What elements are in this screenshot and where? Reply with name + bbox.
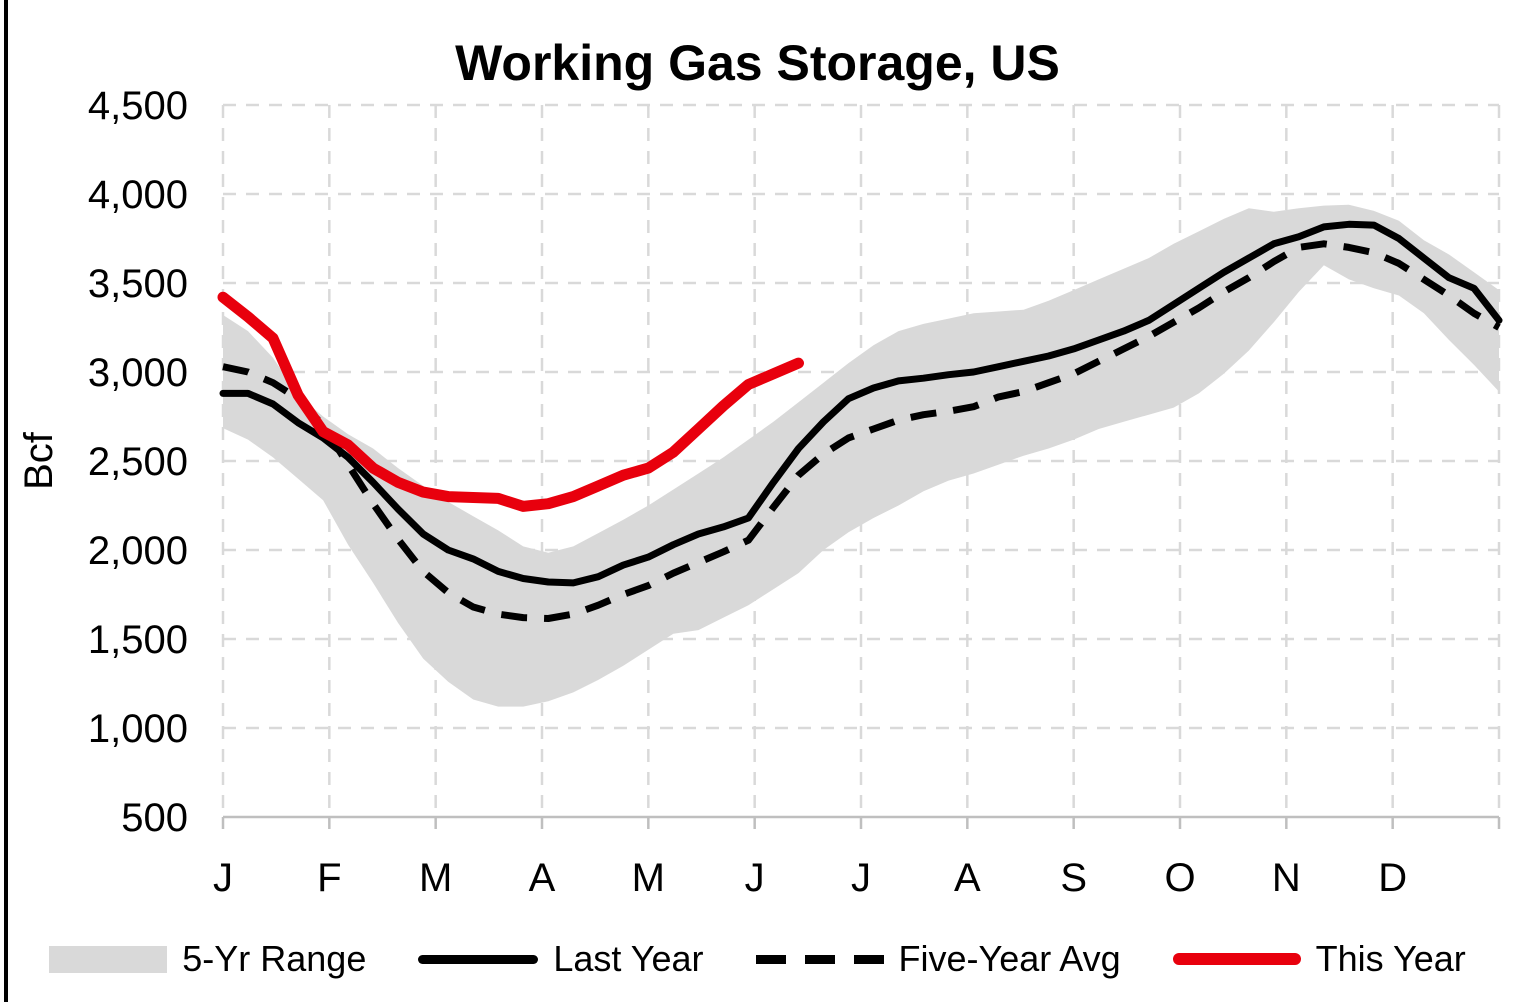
series-line-five-year-avg [222, 240, 1501, 622]
y-tick-label-500: 500 [121, 796, 188, 840]
y-tick-label-1,000: 1,000 [88, 707, 188, 751]
y-tick-label-3,000: 3,000 [88, 351, 188, 395]
x-month-label-8: S [1060, 856, 1087, 900]
axis-labels: Bcf 4,500 4,000 3,500 3,000 2,500 2,000 1,500 1… [17, 84, 1407, 900]
legend-label-this-year: This Year [1315, 938, 1466, 979]
series-line-last-year [219, 220, 1503, 587]
y-tick-label-1,500: 1,500 [88, 618, 188, 662]
legend-label-last-year: Last Year [553, 938, 704, 979]
last-year-line-swatch-icon [418, 954, 539, 964]
x-month-label-9: O [1164, 856, 1195, 900]
x-month-label-4: M [632, 856, 665, 900]
y-tick-label-3,500: 3,500 [88, 262, 188, 306]
y-axis-unit-label: Bcf [17, 431, 61, 490]
chart-legend: 5-Yr Range Last Year Five-Year Avg This … [0, 938, 1515, 980]
chart-title: Working Gas Storage, US [455, 35, 1060, 91]
band-5yr-range [223, 204, 1499, 707]
x-month-label-3: A [529, 856, 556, 900]
x-month-label-7: A [954, 856, 981, 900]
x-month-label-10: N [1272, 856, 1301, 900]
this-year-line-swatch-icon [1172, 953, 1301, 965]
legend-item-this-year: This Year [1172, 938, 1466, 980]
y-tick-label-4,000: 4,000 [88, 173, 188, 217]
x-month-label-1: F [317, 856, 341, 900]
legend-item-five-year-avg: Five-Year Avg [755, 938, 1121, 980]
legend-item-5yr-range: 5-Yr Range [49, 938, 366, 980]
legend-item-last-year: Last Year [418, 938, 704, 980]
x-month-label-0: J [213, 856, 233, 900]
series-line-this-year [217, 291, 804, 512]
legend-label-5yr-range: 5-Yr Range [182, 938, 367, 979]
axis-and-ticks [221, 815, 1501, 829]
left-window-border [4, 0, 8, 1002]
5yr-range-band-swatch-icon [49, 945, 168, 973]
x-month-label-2: M [419, 856, 452, 900]
x-month-label-5: J [745, 856, 765, 900]
y-tick-label-2,000: 2,000 [88, 529, 188, 573]
y-tick-label-4,500: 4,500 [88, 84, 188, 128]
band-5yr-range-area [223, 204, 1499, 707]
y-tick-label-2,500: 2,500 [88, 440, 188, 484]
x-month-label-11: D [1378, 856, 1407, 900]
x-month-label-6: J [851, 856, 871, 900]
legend-label-five-year-avg: Five-Year Avg [898, 938, 1121, 979]
five-year-avg-dashed-swatch-icon [755, 954, 884, 964]
data-series [217, 220, 1503, 622]
